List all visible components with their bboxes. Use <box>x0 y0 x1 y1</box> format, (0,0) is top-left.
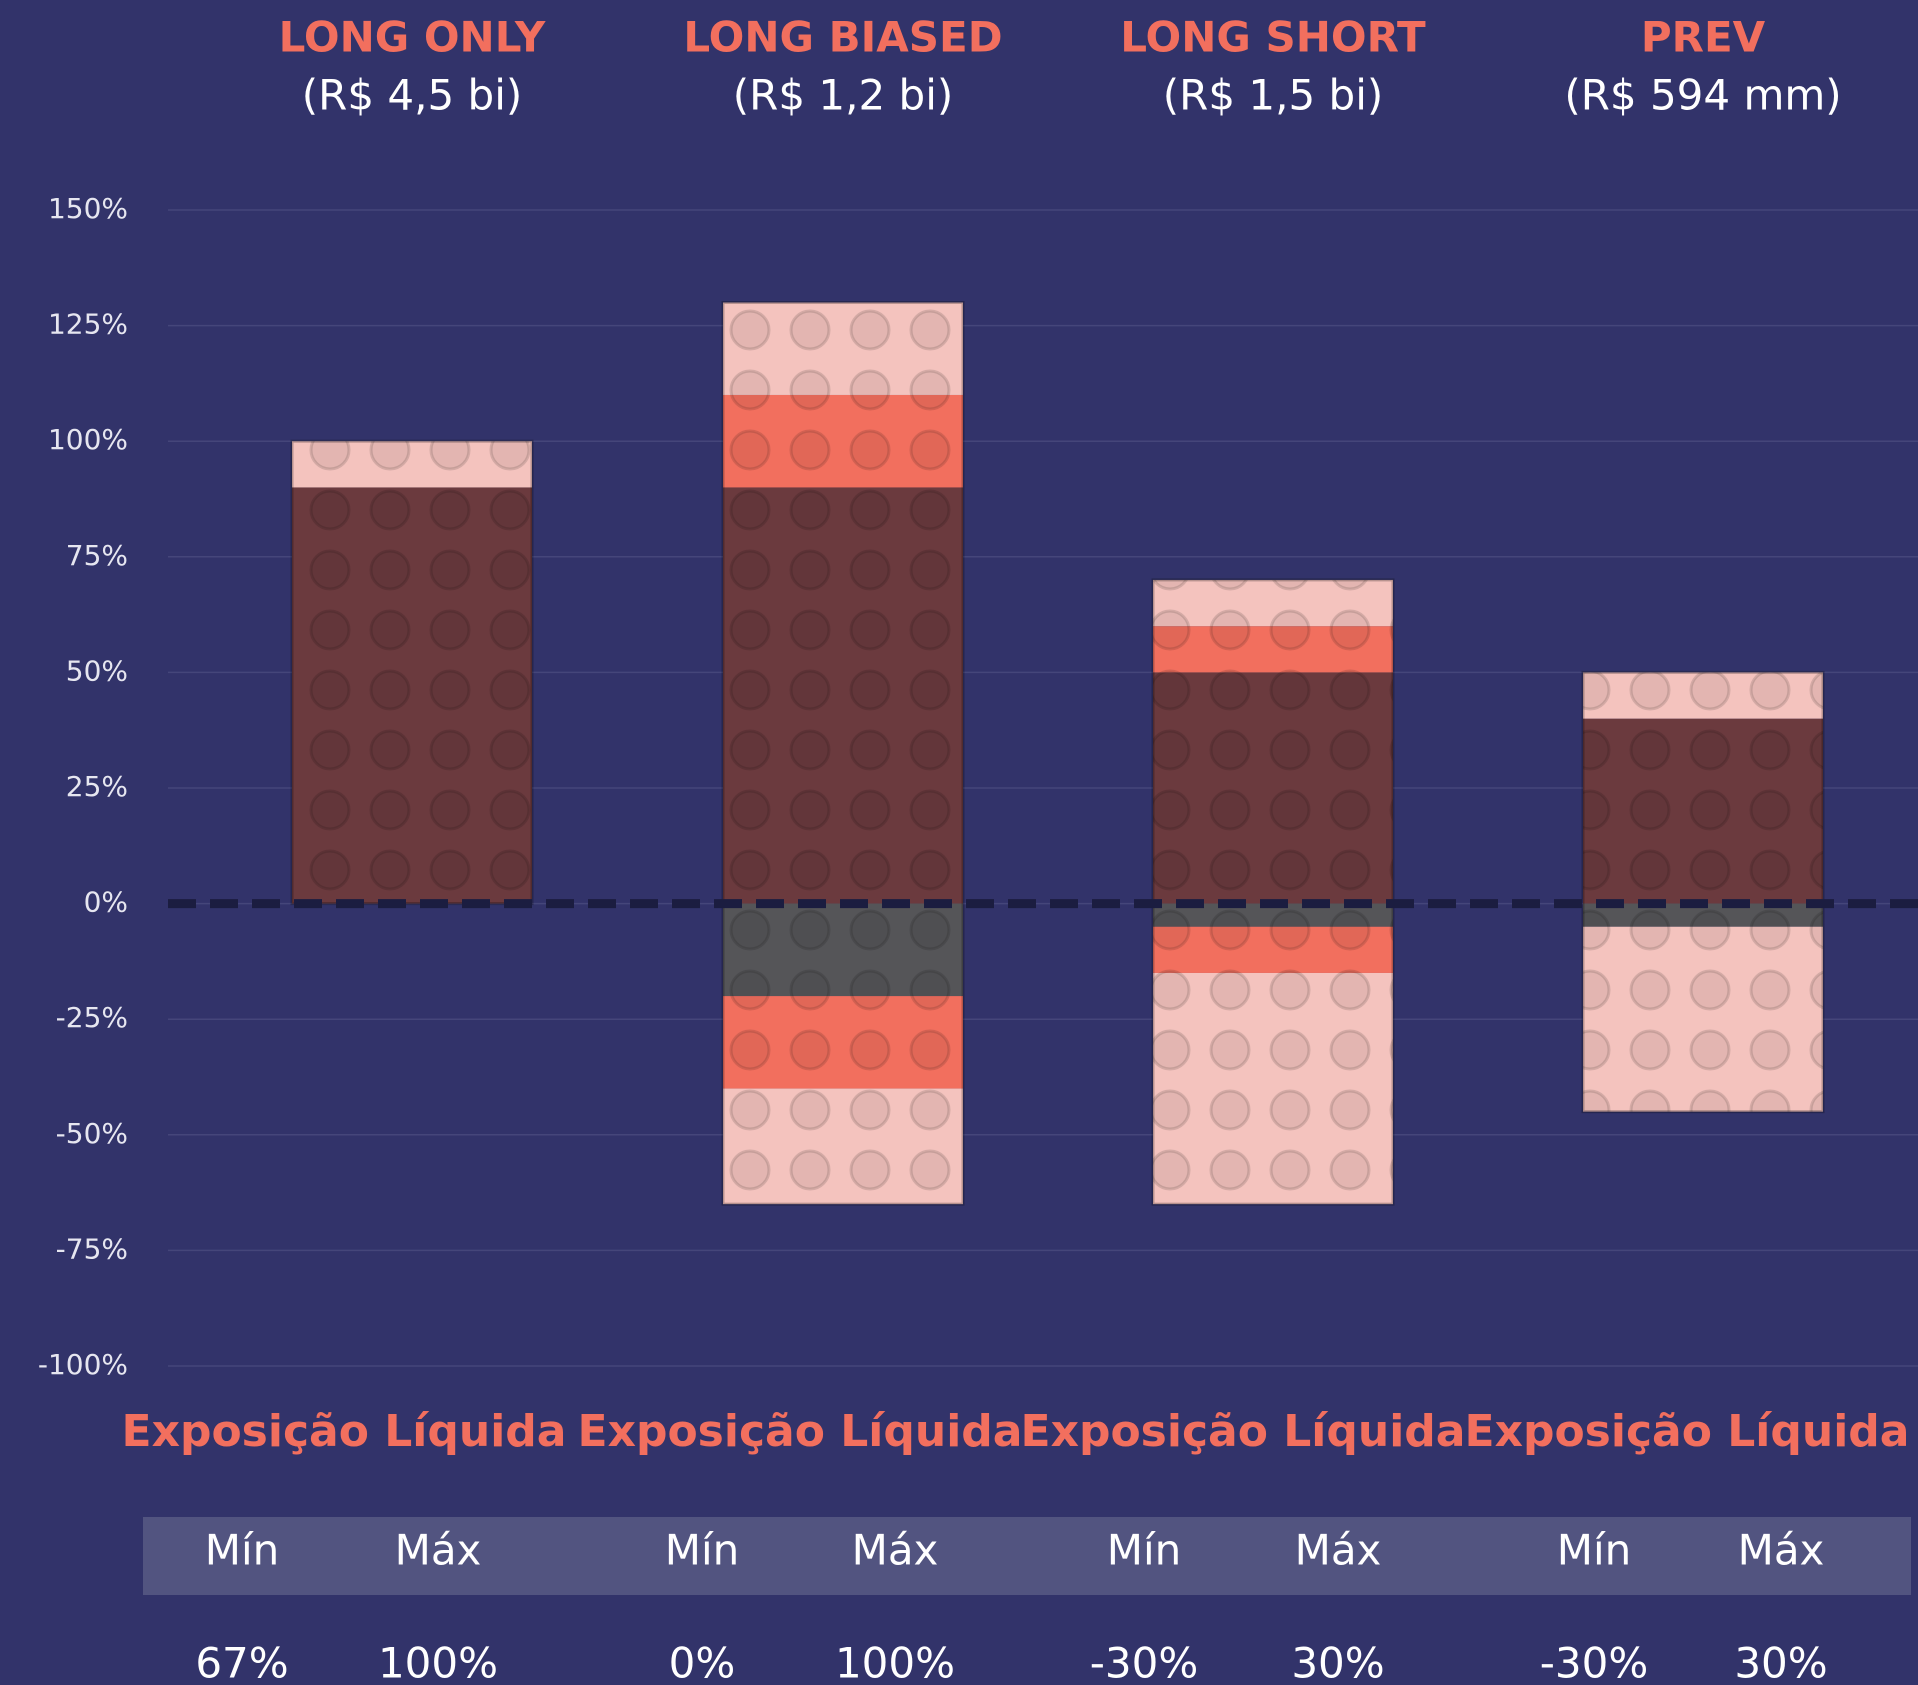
y-tick-label: 25% <box>66 770 128 803</box>
net-exposure-caption: Exposição Líquida <box>1465 1406 1910 1457</box>
table-cell: 0% <box>669 1639 736 1685</box>
y-tick-label: 0% <box>84 886 128 919</box>
y-tick-label: 150% <box>48 192 128 225</box>
table-header: Máx <box>395 1526 482 1575</box>
y-tick-label: 50% <box>66 654 128 687</box>
brick-studs <box>1581 670 1825 1114</box>
table-cell: 100% <box>835 1639 955 1685</box>
table-header: Mín <box>205 1526 280 1575</box>
y-tick-label: -50% <box>56 1117 128 1150</box>
y-tick-label: 75% <box>66 539 128 572</box>
category-subtitle: (R$ 4,5 bi) <box>302 71 523 120</box>
category-title: PREV <box>1641 13 1766 62</box>
table-cell: -30% <box>1540 1639 1649 1685</box>
net-exposure-caption: Exposição Líquida <box>1021 1406 1466 1457</box>
table-header: Máx <box>852 1526 939 1575</box>
y-tick-label: -100% <box>38 1348 128 1381</box>
y-tick-label: -25% <box>56 1001 128 1034</box>
brick-studs <box>721 300 965 1206</box>
table-header: Mín <box>665 1526 740 1575</box>
category-title: LONG BIASED <box>683 13 1002 62</box>
category-subtitle: (R$ 594 mm) <box>1564 71 1841 120</box>
table-cell: 100% <box>378 1639 498 1685</box>
y-tick-label: 100% <box>48 423 128 456</box>
category-subtitle: (R$ 1,5 bi) <box>1163 71 1384 120</box>
net-exposure-caption: Exposição Líquida <box>578 1406 1023 1457</box>
category-title: LONG SHORT <box>1120 13 1426 62</box>
table-header: Mín <box>1557 1526 1632 1575</box>
category-subtitle: (R$ 1,2 bi) <box>733 71 954 120</box>
table-header-band <box>143 1517 1911 1595</box>
table-header: Máx <box>1295 1526 1382 1575</box>
brick-studs <box>290 439 534 906</box>
net-exposure-caption: Exposição Líquida <box>122 1406 567 1457</box>
table-cell: 67% <box>195 1639 288 1685</box>
category-title: LONG ONLY <box>279 13 546 62</box>
table-cell: 30% <box>1734 1639 1827 1685</box>
brick-studs <box>1151 578 1395 1206</box>
table-header: Máx <box>1738 1526 1825 1575</box>
table-header: Mín <box>1107 1526 1182 1575</box>
table-cell: -30% <box>1090 1639 1199 1685</box>
y-tick-label: 125% <box>48 308 128 341</box>
y-tick-label: -75% <box>56 1232 128 1265</box>
table-cell: 30% <box>1291 1639 1384 1685</box>
